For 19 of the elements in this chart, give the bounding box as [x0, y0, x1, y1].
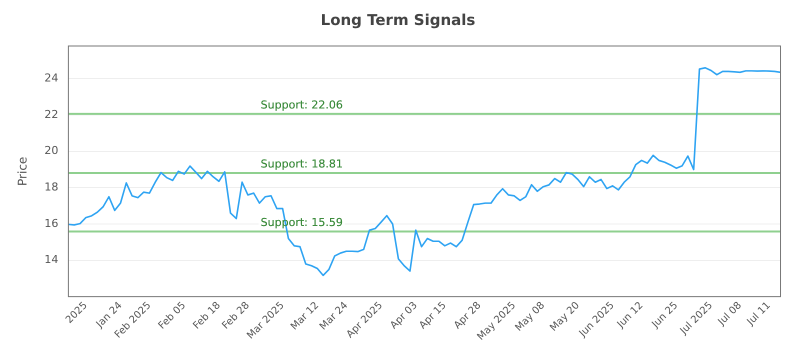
y-tick-label: 16	[44, 216, 58, 230]
x-tick-label: Jun 25	[649, 300, 680, 331]
y-tick-label: 14	[44, 253, 58, 266]
x-tick-label: Apr 28	[452, 300, 484, 332]
x-tick-label: Apr 03	[388, 300, 420, 332]
y-axis-title: Price	[15, 156, 30, 186]
y-tick-label: 18	[44, 180, 58, 194]
y-tick-label: 24	[44, 72, 58, 85]
ref-line-label: Support: 22.06	[260, 98, 343, 112]
x-tick-label: Feb 05	[156, 300, 188, 332]
x-tick-label: Apr 15	[417, 300, 449, 332]
y-tick-label: 22	[44, 108, 58, 121]
x-tick-label: Jul 08	[716, 300, 744, 328]
chart-title: Long Term Signals	[320, 10, 476, 29]
x-tick-label: Jun 12	[614, 300, 646, 331]
ref-line-label: Support: 18.81	[260, 157, 343, 170]
y-tick-label: 20	[44, 144, 58, 158]
x-tick-label: Jul 11	[744, 300, 773, 328]
x-tick-label: Feb 18	[191, 300, 223, 332]
